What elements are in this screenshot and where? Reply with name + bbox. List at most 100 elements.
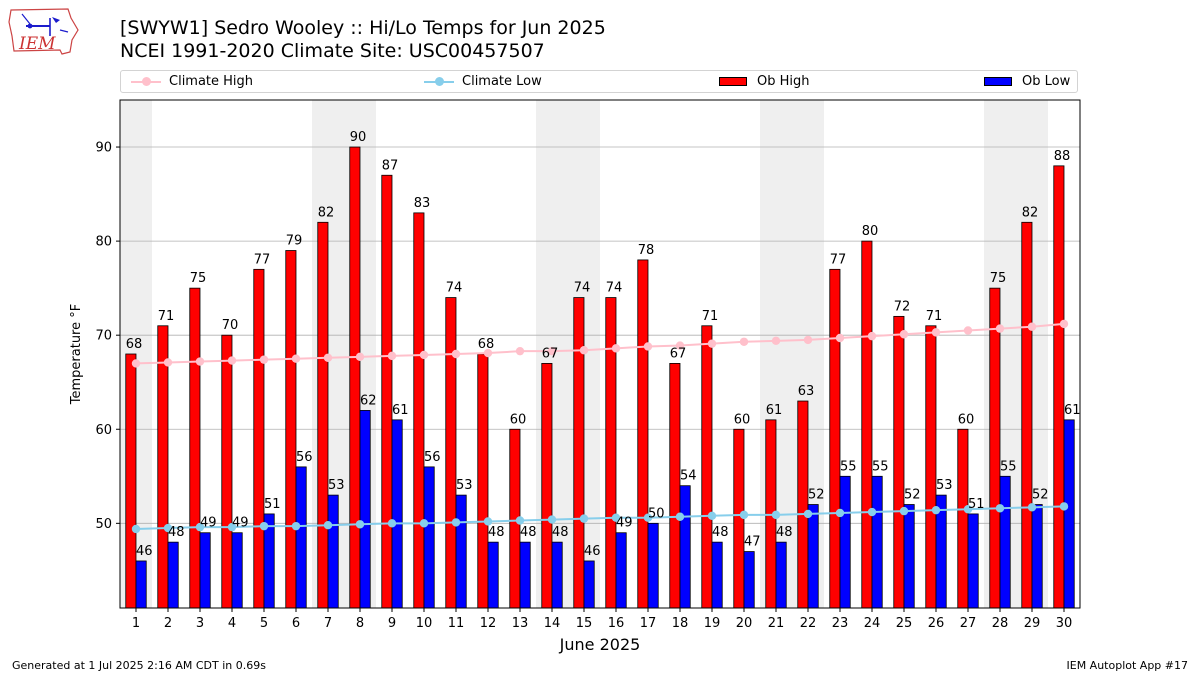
x-tick-label: 10	[416, 616, 433, 631]
y-axis-label: Temperature °F	[69, 304, 84, 405]
x-tick-label: 30	[1056, 616, 1073, 631]
ob-low-value-label: 56	[424, 450, 441, 465]
ob-low-bar	[359, 410, 371, 609]
climate-low-point	[163, 523, 173, 533]
ob-low-bar	[231, 532, 243, 609]
climate-low-point	[387, 519, 397, 528]
x-tick-label: 11	[448, 616, 465, 631]
x-tick-label: 29	[1024, 616, 1041, 631]
x-tick-label: 26	[928, 616, 945, 631]
legend-climate-high: Climate High	[131, 71, 253, 92]
ob-low-bar	[199, 532, 211, 609]
ob-high-value-label: 71	[926, 309, 943, 324]
climate-low-point	[611, 513, 621, 522]
ob-low-bar	[1031, 504, 1043, 609]
ob-high-value-label: 79	[286, 234, 303, 249]
x-tick-label: 4	[228, 616, 236, 631]
climate-high-point	[259, 355, 269, 364]
x-tick-label: 5	[260, 616, 268, 631]
ob-high-value-label: 60	[734, 412, 751, 427]
ob-high-bar	[925, 325, 937, 609]
x-tick-label: 7	[324, 616, 332, 631]
ob-low-value-label: 53	[328, 478, 345, 493]
ob-low-value-label: 52	[904, 488, 921, 503]
ob-low-value-label: 51	[968, 497, 985, 512]
ob-high-value-label: 83	[414, 196, 431, 211]
ob-low-bar	[551, 541, 563, 609]
y-tick-label: 60	[95, 423, 112, 438]
ob-high-value-label: 90	[350, 130, 367, 145]
ob-low-bar	[135, 560, 147, 609]
ob-low-swatch	[984, 77, 1012, 86]
climate-high-point	[867, 331, 877, 341]
climate-high-point	[195, 357, 205, 366]
x-tick-label: 9	[388, 616, 396, 631]
climate-low-point	[707, 511, 717, 521]
climate-low-point	[451, 518, 461, 527]
ob-low-bar	[807, 504, 819, 609]
ob-high-value-label: 87	[382, 158, 399, 173]
ob-low-bar	[583, 560, 595, 609]
ob-high-bar	[413, 212, 425, 609]
climate-low-point	[355, 520, 365, 529]
ob-low-bar	[455, 494, 467, 609]
ob-low-bar	[647, 522, 659, 609]
climate-low-point	[195, 522, 205, 532]
ob-high-bar	[381, 174, 393, 609]
climate-low-point	[995, 504, 1005, 513]
logo-text: IEM	[18, 34, 56, 54]
chart-legend: Climate High Climate Low Ob High Ob Low	[120, 70, 1078, 93]
climate-high-point	[227, 356, 237, 365]
ob-low-value-label: 46	[584, 544, 601, 559]
climate-low-point	[419, 519, 429, 528]
ob-low-bar	[519, 541, 531, 609]
climate-high-point	[547, 346, 557, 356]
ob-low-value-label: 46	[136, 544, 153, 559]
ob-low-value-label: 55	[872, 459, 889, 474]
climate-low-point	[579, 514, 589, 523]
climate-high-point	[707, 339, 717, 348]
ob-high-value-label: 72	[894, 299, 911, 314]
ob-low-bar	[775, 541, 787, 609]
climate-low-point	[291, 521, 301, 531]
climate-low-point	[323, 521, 333, 530]
climate-high-point	[355, 352, 365, 362]
climate-high-point	[579, 346, 589, 355]
ob-high-bar	[861, 240, 873, 609]
x-tick-label: 23	[832, 616, 849, 631]
climate-low-point	[483, 517, 493, 526]
x-tick-label: 18	[672, 616, 689, 631]
climate-high-point	[675, 341, 685, 350]
iem-logo: IEM	[8, 6, 80, 58]
ob-high-bar	[157, 325, 169, 609]
climate-high-point	[771, 336, 781, 346]
climate-high-point	[899, 330, 909, 339]
climate-high-point	[995, 324, 1005, 333]
ob-low-value-label: 47	[744, 535, 761, 550]
ob-low-value-label: 48	[520, 525, 537, 540]
ob-high-value-label: 67	[542, 346, 559, 361]
climate-low-point	[739, 510, 749, 520]
ob-low-bar	[1063, 419, 1075, 609]
ob-high-bar	[1053, 165, 1065, 609]
ob-low-bar	[615, 532, 627, 609]
ob-high-value-label: 60	[958, 412, 975, 427]
climate-high-point	[835, 333, 845, 343]
ob-high-value-label: 75	[190, 271, 207, 286]
x-tick-label: 27	[960, 616, 977, 631]
climate-low-point	[835, 508, 845, 518]
ob-high-value-label: 75	[990, 271, 1007, 286]
ob-high-bar	[541, 363, 553, 609]
ob-low-value-label: 49	[616, 516, 633, 531]
ob-low-value-label: 48	[168, 525, 185, 540]
ob-high-value-label: 71	[158, 309, 175, 324]
ob-high-bar	[1021, 221, 1033, 609]
y-tick-label: 80	[95, 235, 112, 250]
climate-high-point	[643, 342, 653, 351]
climate-high-point	[803, 335, 813, 345]
x-tick-label: 22	[800, 616, 817, 631]
ob-low-bar	[711, 541, 723, 609]
ob-low-bar	[487, 541, 499, 609]
plot-frame	[119, 99, 1081, 609]
